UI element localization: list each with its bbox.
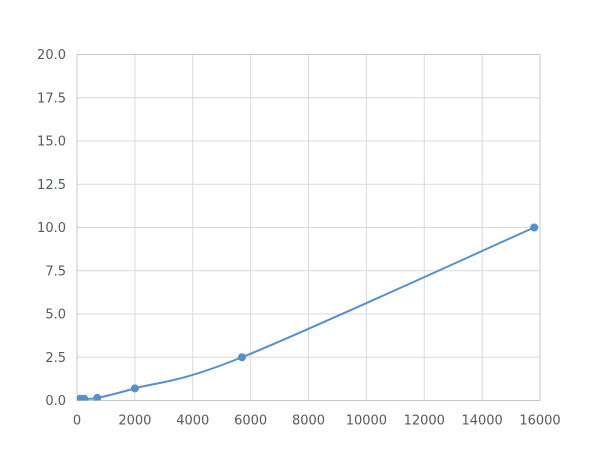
y-tick-label: 20.0 <box>37 48 66 63</box>
data-point-marker <box>237 353 246 362</box>
plot-border <box>76 54 541 401</box>
y-tick-label: 15.0 <box>37 135 66 150</box>
x-tick-label: 10000 <box>346 414 387 429</box>
x-tick-label: 6000 <box>234 414 267 429</box>
y-tick-label: 10.0 <box>37 221 66 236</box>
y-tick-label: 5.0 <box>45 308 66 323</box>
data-point-marker <box>80 394 89 401</box>
x-tick-label: 4000 <box>176 414 209 429</box>
x-tick-label: 8000 <box>292 414 325 429</box>
y-tick-label: 7.5 <box>45 264 66 279</box>
data-point-marker <box>530 223 539 232</box>
data-point-marker <box>130 384 139 393</box>
data-point-marker <box>93 393 102 401</box>
x-tick-label: 0 <box>73 414 81 429</box>
y-tick-label: 12.5 <box>37 178 66 193</box>
x-tick-label: 16000 <box>519 414 560 429</box>
y-tick-label: 0.0 <box>45 394 66 409</box>
y-tick-label: 17.5 <box>37 91 66 106</box>
x-tick-label: 2000 <box>118 414 151 429</box>
data-series-line <box>78 226 536 400</box>
x-tick-label: 14000 <box>461 414 502 429</box>
y-tick-label: 2.5 <box>45 351 66 366</box>
x-tick-label: 12000 <box>404 414 445 429</box>
